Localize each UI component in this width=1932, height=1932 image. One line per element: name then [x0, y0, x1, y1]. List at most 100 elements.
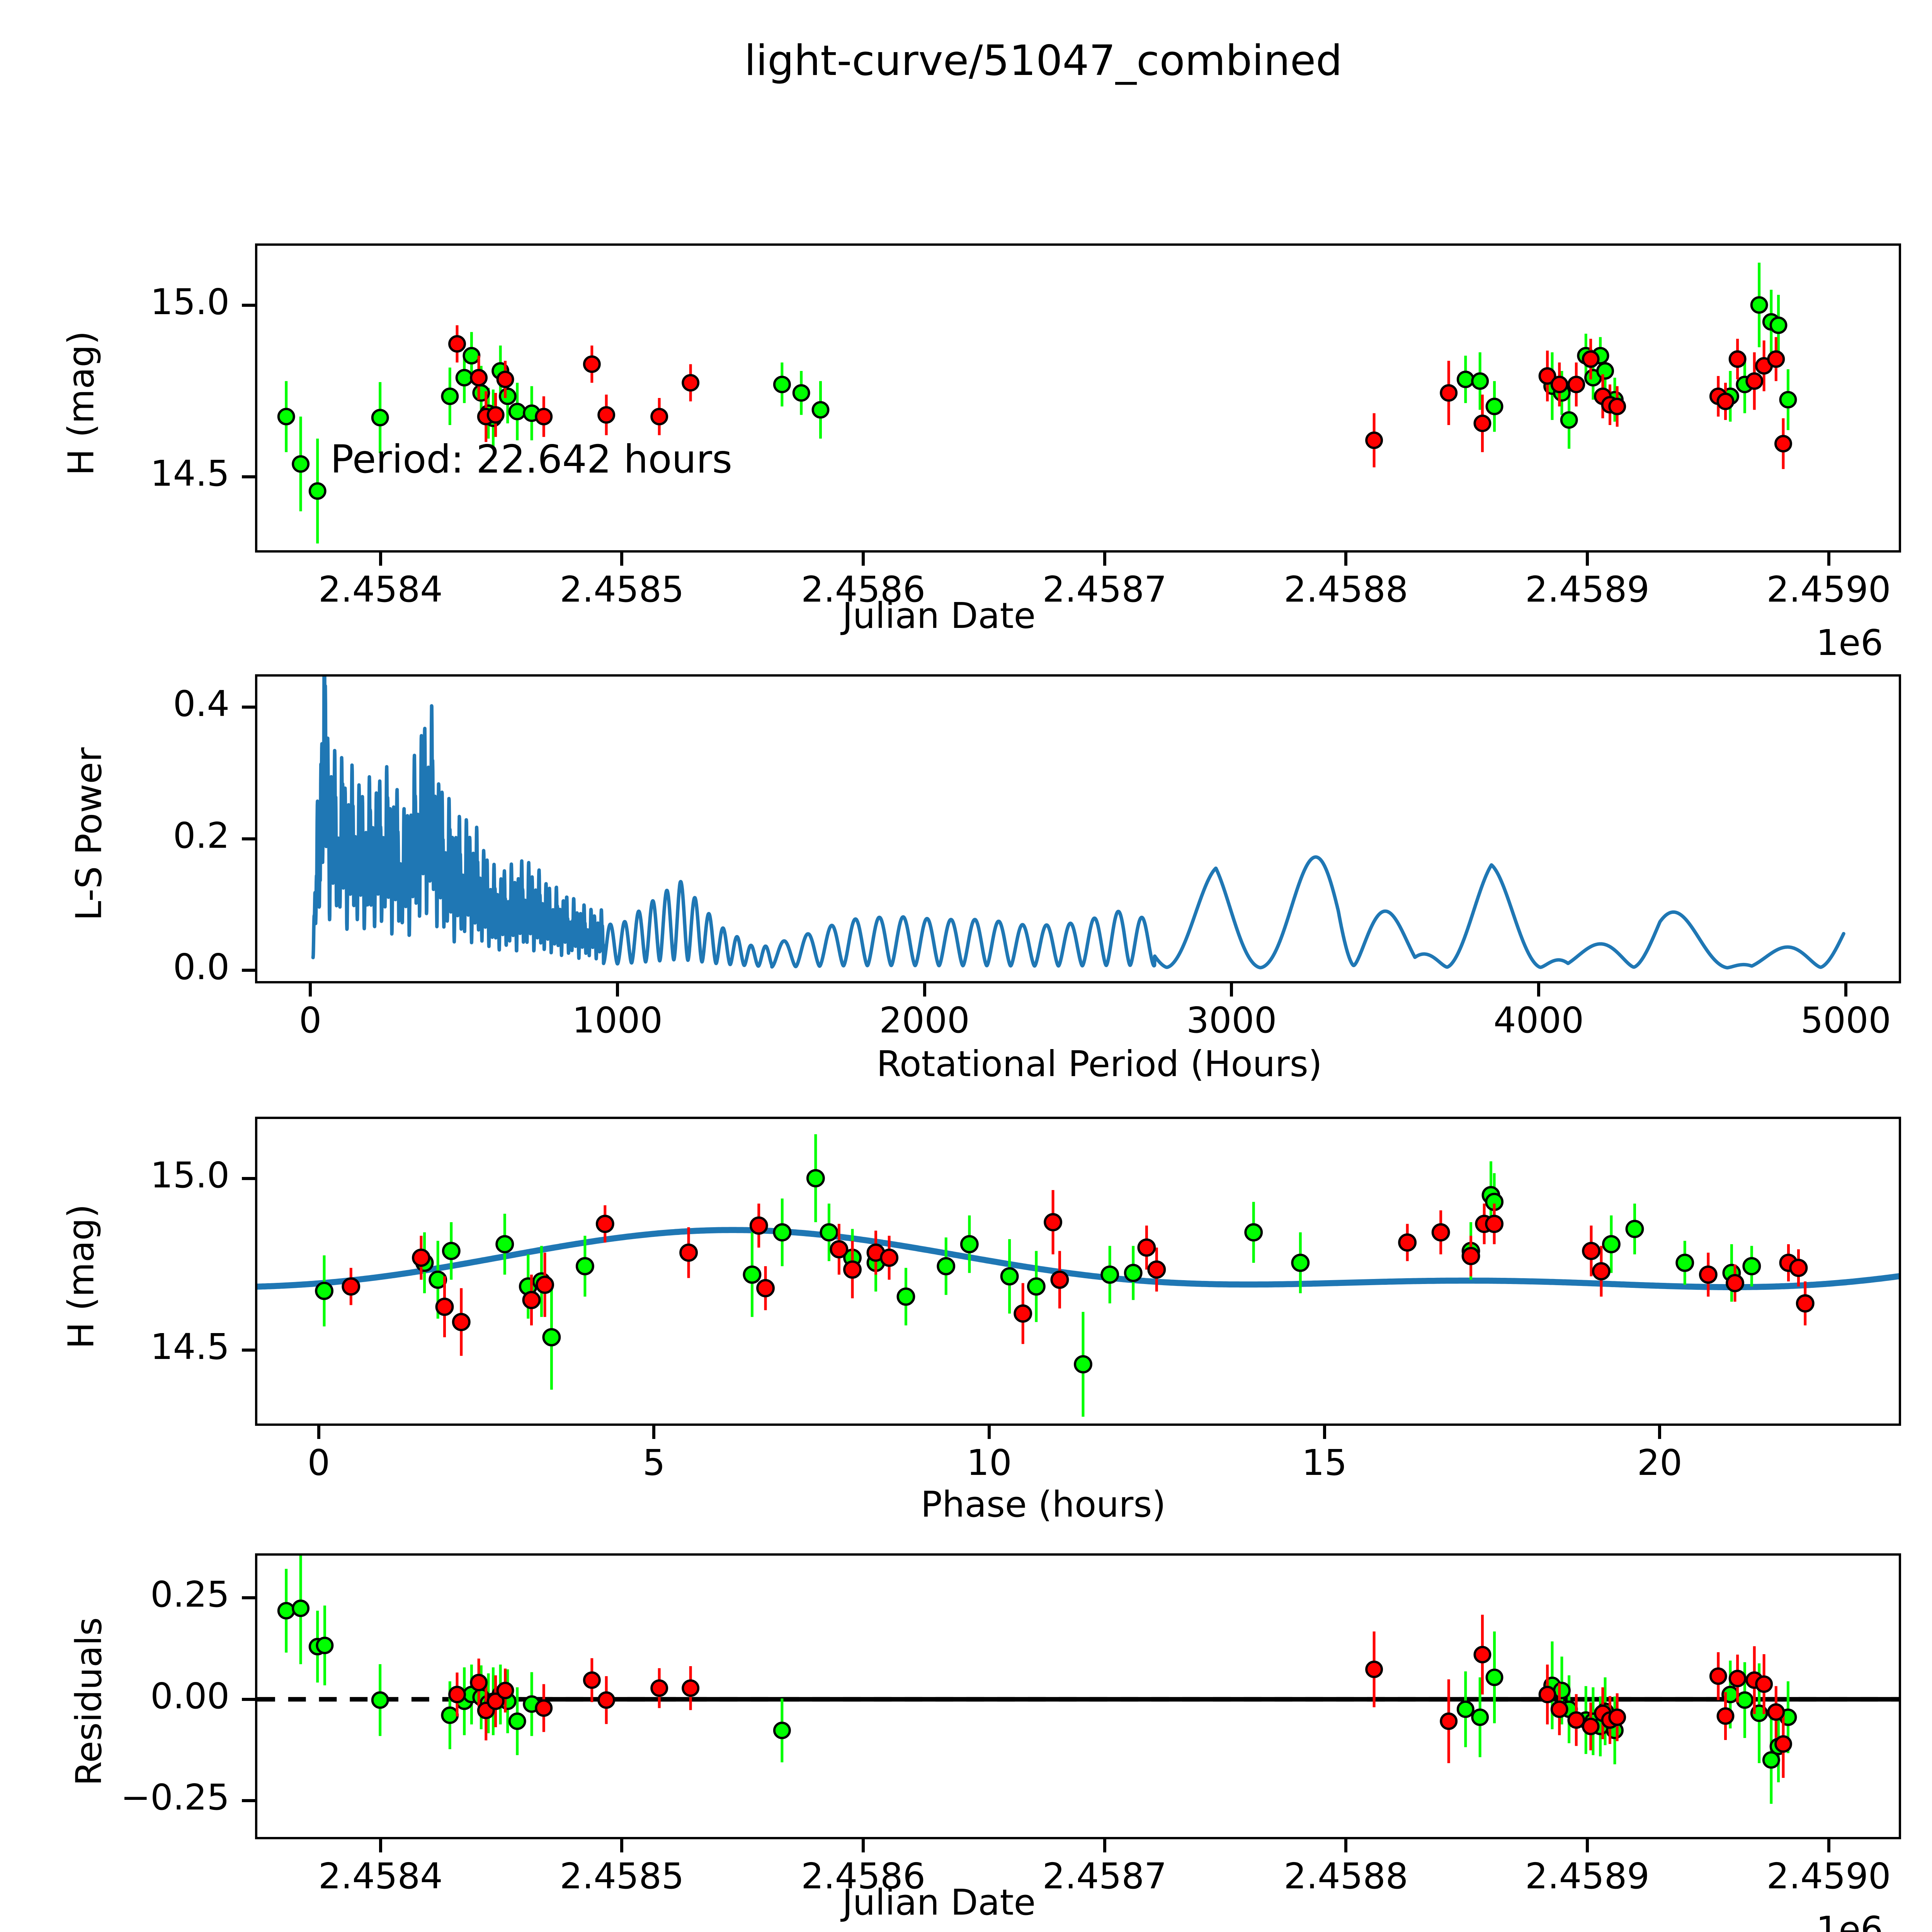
y-tick-mark: [242, 304, 255, 307]
x-tick-label: 2.4589: [1525, 1855, 1650, 1897]
data-point: [1553, 1682, 1571, 1699]
y-tick-mark: [242, 1596, 255, 1600]
data-point: [1431, 1223, 1450, 1242]
data-point: [830, 1240, 849, 1259]
series-red: [342, 1190, 1815, 1356]
x-tick-mark: [1230, 983, 1233, 997]
x-tick-label: 5: [643, 1442, 665, 1483]
y-tick-label: 14.5: [150, 1326, 230, 1368]
data-point: [792, 384, 810, 402]
y-tick-label: 15.0: [150, 1155, 230, 1196]
data-point: [1100, 1265, 1119, 1284]
x-tick-label: 5000: [1800, 1000, 1891, 1041]
x-tick-mark: [1658, 1426, 1662, 1439]
data-point: [1774, 435, 1792, 452]
data-point: [1675, 1253, 1694, 1272]
y-tick-label: 0.25: [150, 1574, 230, 1616]
data-point: [575, 1257, 594, 1276]
data-point: [1485, 1214, 1504, 1233]
data-point: [1582, 350, 1600, 368]
x-tick-mark: [1344, 1839, 1348, 1852]
data-point: [880, 1248, 899, 1267]
data-point: [1560, 411, 1578, 429]
x-tick-mark: [988, 1426, 991, 1439]
x-tick-mark: [1585, 553, 1589, 566]
data-point: [1769, 316, 1787, 334]
panel-lightcurve: [255, 243, 1901, 553]
periodogram-line: [311, 677, 1845, 969]
period-annotation: Period: 22.642 hours: [330, 437, 733, 482]
data-point: [448, 1685, 466, 1703]
page-title: light-curve/51047_combined: [744, 37, 1342, 85]
data-point: [1550, 1700, 1568, 1718]
data-point: [1567, 1711, 1585, 1729]
x-tick-label: 2.4590: [1766, 569, 1891, 610]
y-tick-mark: [242, 1697, 255, 1701]
data-point: [1137, 1238, 1156, 1257]
data-point: [937, 1257, 956, 1276]
x-tick-mark: [1585, 1839, 1589, 1852]
data-point: [412, 1248, 430, 1267]
data-point: [650, 1679, 668, 1697]
data-point: [508, 403, 526, 420]
data-point: [1767, 1703, 1785, 1721]
y-tick-label: −0.25: [121, 1777, 230, 1818]
data-point: [679, 1243, 698, 1262]
x-tick-label: 0: [299, 1000, 322, 1041]
x-tick-label: 2.4587: [1042, 1855, 1167, 1897]
x-tick-mark: [923, 983, 926, 997]
x-tick-mark: [1344, 553, 1348, 566]
data-point: [1699, 1265, 1718, 1284]
x-tick-label: 2.4584: [318, 569, 443, 610]
x-tick-mark: [620, 553, 624, 566]
data-point: [1456, 371, 1475, 388]
data-point: [1767, 350, 1785, 368]
data-point: [820, 1223, 838, 1242]
y-tick-mark: [242, 1799, 255, 1803]
x-tick-label: 20: [1637, 1442, 1682, 1483]
data-point: [486, 406, 505, 424]
data-point: [1550, 376, 1568, 393]
residuals-xlabel: Julian Date: [842, 1882, 1036, 1923]
data-point: [463, 347, 481, 365]
x-tick-label: 4000: [1493, 1000, 1584, 1041]
data-point: [1485, 1668, 1503, 1686]
data-point: [470, 369, 488, 387]
data-point: [773, 1223, 792, 1242]
data-point: [442, 1242, 461, 1260]
data-point: [1602, 1235, 1621, 1253]
data-point: [498, 387, 517, 405]
data-point: [1473, 415, 1492, 432]
data-point: [1762, 1751, 1780, 1769]
data-point: [1755, 1675, 1773, 1693]
data-point: [1796, 1294, 1815, 1313]
data-point: [1365, 431, 1383, 449]
data-point: [1473, 1646, 1492, 1663]
data-point: [435, 1298, 454, 1316]
x-tick-label: 1000: [572, 1000, 663, 1041]
x-tick-label: 2000: [879, 1000, 970, 1041]
x-tick-mark: [1844, 983, 1847, 997]
x-tick-label: 2.4588: [1284, 1855, 1408, 1897]
data-point: [315, 1282, 333, 1300]
data-point: [1567, 376, 1585, 393]
x-tick-label: 2.4586: [801, 1855, 926, 1897]
phasefold-xlabel: Phase (hours): [920, 1484, 1166, 1525]
data-point: [843, 1260, 862, 1279]
data-point: [595, 1214, 614, 1233]
x-tick-mark: [1323, 1426, 1326, 1439]
y-tick-mark: [242, 1177, 255, 1180]
x-tick-label: 2.4585: [560, 1855, 684, 1897]
data-point: [1440, 384, 1458, 402]
data-point: [1716, 1707, 1735, 1725]
data-point: [896, 1287, 915, 1306]
data-point: [1050, 1270, 1069, 1289]
data-point: [960, 1235, 979, 1253]
data-point: [1440, 1712, 1458, 1730]
x-tick-mark: [379, 553, 382, 566]
x-tick-mark: [309, 983, 312, 997]
data-point: [1750, 296, 1768, 314]
data-point: [1461, 1247, 1480, 1265]
series-green: [315, 1134, 1761, 1417]
x-tick-mark: [862, 553, 865, 566]
